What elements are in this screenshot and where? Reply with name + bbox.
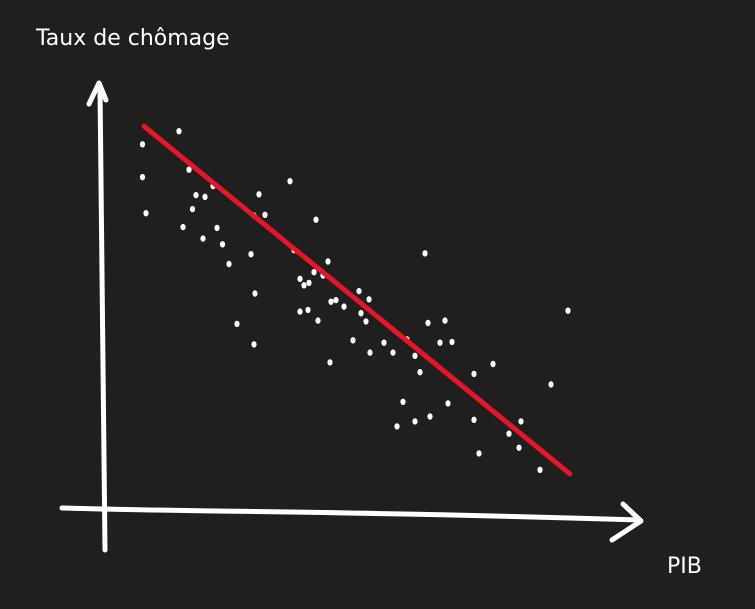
trendline-group	[141, 123, 573, 477]
data-point	[262, 211, 268, 218]
data-point	[226, 260, 232, 268]
data-point	[301, 282, 307, 289]
trendline	[141, 123, 573, 477]
data-point	[256, 191, 262, 198]
data-point	[341, 303, 347, 310]
data-point	[200, 235, 206, 242]
data-point	[366, 296, 372, 303]
data-point	[306, 279, 312, 287]
data-point	[363, 318, 369, 325]
data-point	[394, 423, 400, 430]
data-point	[234, 320, 240, 328]
data-point	[548, 381, 554, 388]
data-point	[139, 173, 146, 181]
data-point	[506, 430, 512, 437]
data-point	[445, 400, 451, 407]
data-point	[437, 339, 443, 346]
data-point	[193, 191, 199, 199]
data-point	[214, 224, 220, 232]
data-point	[333, 296, 339, 304]
data-point	[565, 307, 571, 314]
data-point	[427, 413, 433, 420]
data-point	[412, 418, 418, 425]
data-point	[297, 308, 303, 315]
data-point	[327, 359, 333, 366]
y-axis-arrowhead	[86, 80, 109, 107]
data-point	[400, 398, 406, 405]
data-point	[356, 287, 362, 295]
data-point	[325, 258, 331, 265]
data-point	[537, 466, 543, 473]
data-point	[350, 337, 356, 344]
data-point	[471, 370, 477, 378]
data-point	[313, 216, 319, 223]
data-point	[449, 338, 455, 346]
x-axis-label: PIB	[667, 554, 702, 579]
data-point	[248, 251, 254, 258]
data-point	[252, 290, 258, 297]
x-axis-arrowhead	[609, 501, 644, 543]
data-point	[518, 418, 524, 425]
data-point	[425, 319, 431, 327]
data-point	[516, 444, 522, 451]
data-point	[202, 193, 208, 200]
data-point	[328, 298, 334, 305]
data-point	[297, 275, 303, 282]
data-point	[476, 450, 482, 457]
data-point	[186, 166, 192, 173]
data-point	[367, 349, 373, 356]
data-point	[251, 341, 257, 348]
data-point	[315, 317, 321, 324]
data-point	[490, 360, 496, 368]
y-axis-label: Taux de chômage	[36, 26, 230, 51]
data-point	[417, 369, 423, 376]
y-axis-line	[97, 85, 108, 553]
data-point	[412, 352, 418, 359]
data-point	[311, 269, 317, 276]
data-point	[189, 205, 196, 213]
data-point	[358, 310, 364, 317]
data-point	[471, 416, 477, 423]
data-point	[180, 223, 186, 231]
data-point	[442, 317, 448, 324]
data-point	[219, 241, 226, 248]
data-point	[287, 178, 293, 185]
data-point	[390, 349, 396, 356]
x-axis-line	[59, 505, 643, 523]
data-point	[305, 306, 311, 314]
data-point	[176, 128, 182, 135]
data-point	[143, 210, 149, 217]
data-point	[381, 339, 387, 346]
data-point	[422, 250, 428, 257]
data-point	[139, 141, 146, 148]
